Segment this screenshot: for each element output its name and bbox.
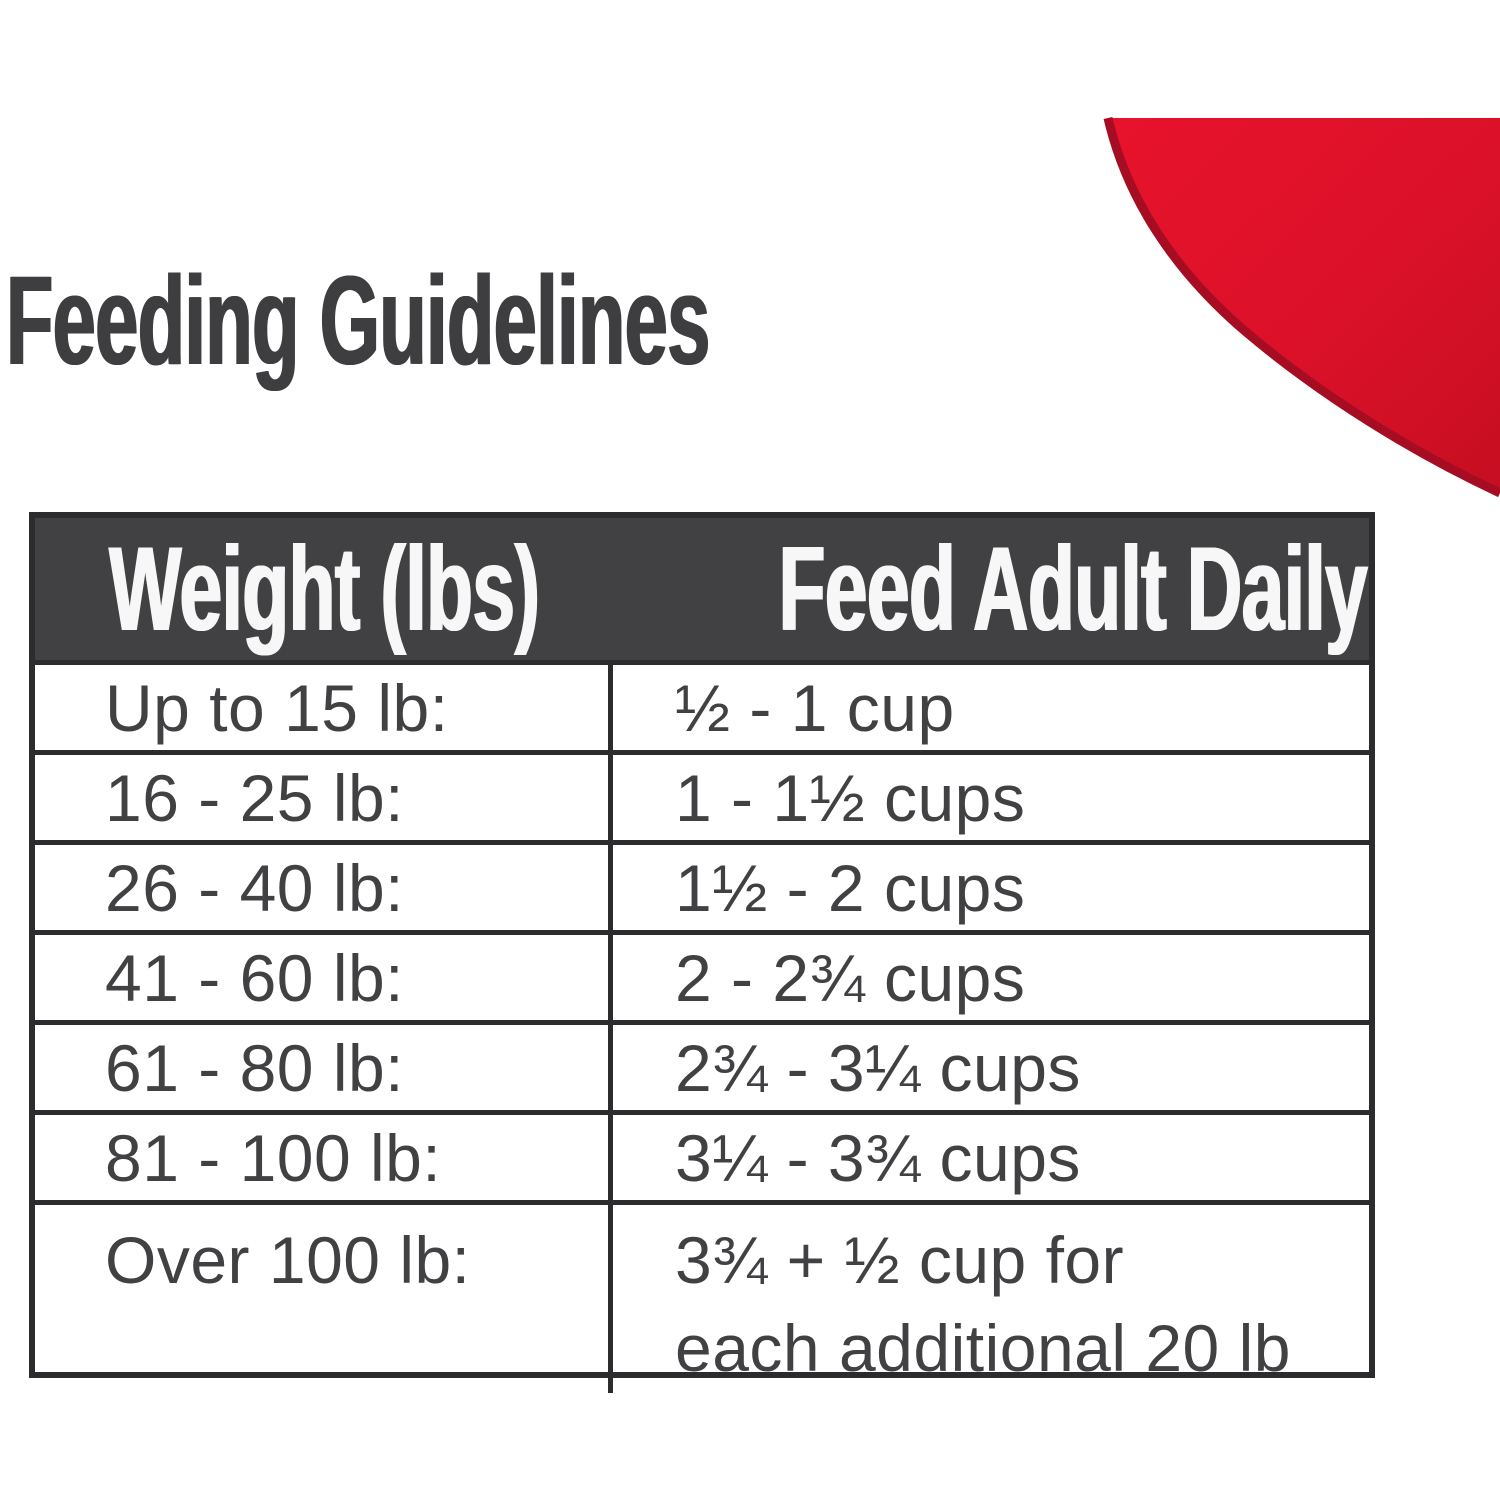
- table-row: 16 - 25 lb: 1 - 1½ cups: [35, 750, 1369, 840]
- header-cell-feed-adult-daily: Feed Adult Daily: [613, 518, 1500, 660]
- page-title: Feeding Guidelines: [6, 250, 710, 391]
- amount-cell: ½ - 1 cup: [675, 670, 955, 745]
- weight-cell: 81 - 100 lb:: [35, 1115, 613, 1200]
- table-header-row: Weight (lbs) Feed Adult Daily: [35, 518, 1369, 660]
- weight-cell: 26 - 40 lb:: [35, 845, 613, 930]
- amount-cell: 2¾ - 3¼ cups: [675, 1030, 1081, 1105]
- table-row: Up to 15 lb: ½ - 1 cup: [35, 660, 1369, 750]
- table-row: 41 - 60 lb: 2 - 2¾ cups: [35, 930, 1369, 1020]
- amount-cell: 2 - 2¾ cups: [675, 940, 1026, 1015]
- weight-cell: 41 - 60 lb:: [35, 935, 613, 1020]
- amount-cell: 1 - 1½ cups: [675, 760, 1026, 835]
- table-row: 81 - 100 lb: 3¼ - 3¾ cups: [35, 1110, 1369, 1200]
- weight-cell: Over 100 lb:: [35, 1205, 613, 1393]
- table-row: 61 - 80 lb: 2¾ - 3¼ cups: [35, 1020, 1369, 1110]
- header-cell-feed-adult-daily-label: Feed Adult Daily: [778, 522, 1368, 656]
- amount-cell: 3¼ - 3¾ cups: [675, 1120, 1081, 1195]
- header-cell-weight-label: Weight (lbs): [108, 522, 540, 656]
- feeding-table: Weight (lbs) Feed Adult Daily Up to 15 l…: [29, 512, 1375, 1393]
- weight-cell: 16 - 25 lb:: [35, 755, 613, 840]
- table-row: Over 100 lb: 3¾ + ½ cup for each additio…: [35, 1200, 1369, 1393]
- weight-cell: 61 - 80 lb:: [35, 1025, 613, 1110]
- amount-cell: 3¾ + ½ cup for each additional 20 lb: [675, 1223, 1291, 1385]
- header-cell-weight: Weight (lbs): [35, 518, 613, 660]
- amount-cell: 1½ - 2 cups: [675, 850, 1026, 925]
- table-row: 26 - 40 lb: 1½ - 2 cups: [35, 840, 1369, 930]
- weight-cell: Up to 15 lb:: [35, 665, 613, 750]
